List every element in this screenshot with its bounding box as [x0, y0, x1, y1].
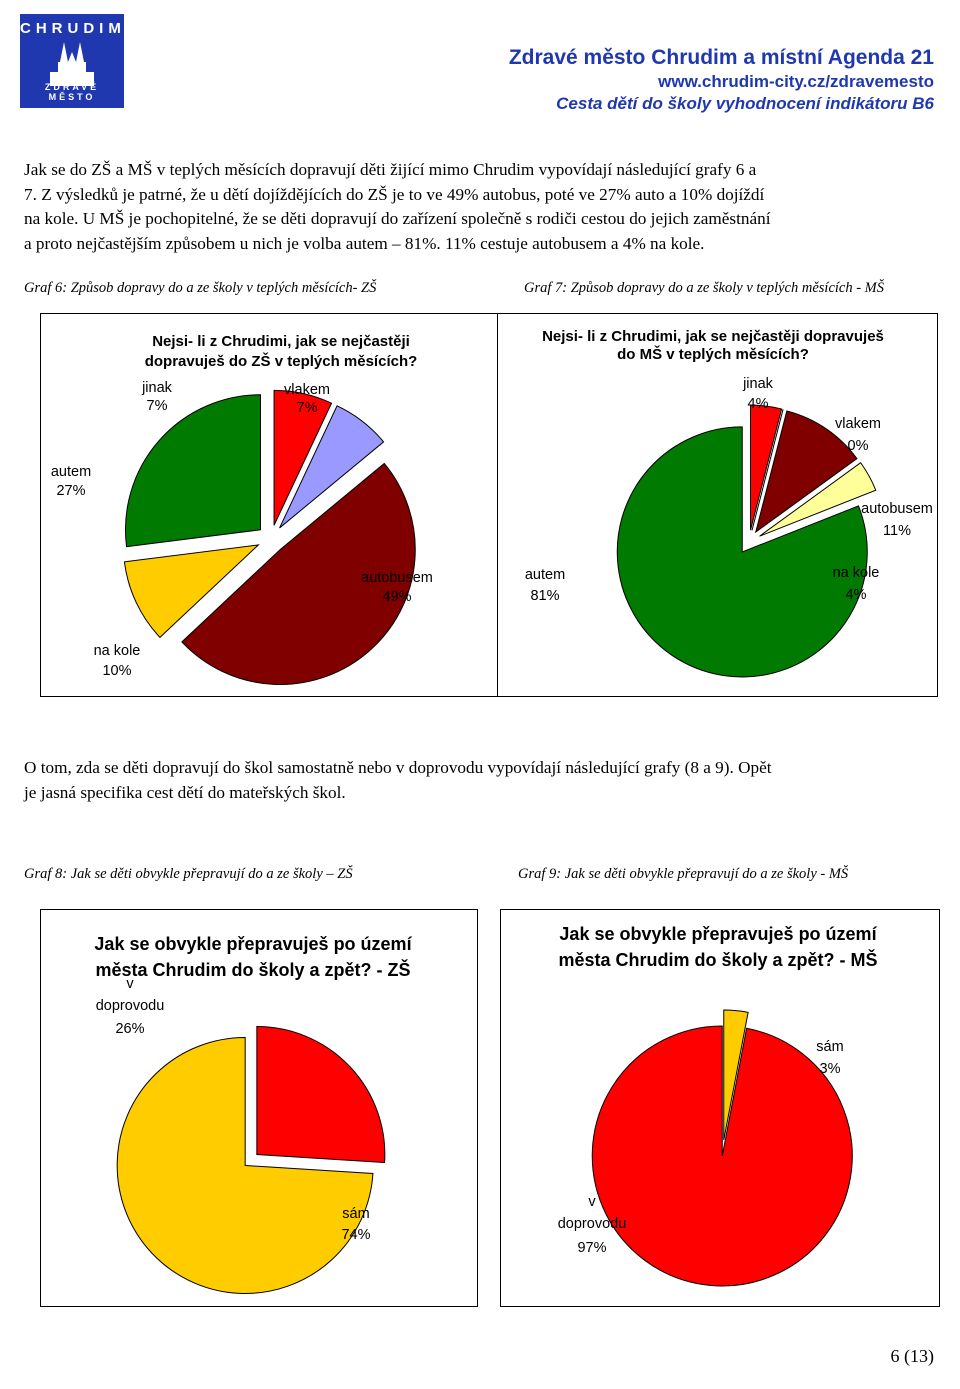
chart8-pct-doprovodu: 26%: [115, 1021, 144, 1037]
para1-line: a proto nejčastějším způsobem u nich je …: [24, 233, 705, 253]
chart-graf-9-frame: Jak se obvykle přepravuješ po území měst…: [500, 909, 940, 1307]
chart7-pct-vlakem: 0%: [848, 438, 869, 454]
pie9-slice-sam: [723, 1009, 749, 1141]
chart9-label-sam: sám: [816, 1039, 843, 1055]
chart7-label-autem: autem: [525, 567, 565, 583]
intro-paragraph: Jak se do ZŠ a MŠ v teplých měsících dop…: [24, 158, 939, 256]
chart6-title-line-2: dopravuješ do ZŠ v teplých měsících?: [145, 352, 418, 370]
para1-line: na kole. U MŠ je pochopitelné, že se dět…: [24, 209, 771, 228]
chart7-label-vlakem: vlakem: [835, 416, 881, 432]
chart6-pct-autem: 27%: [56, 483, 85, 499]
page-number: 6 (13): [890, 1346, 935, 1366]
chart6-label-autem: autem: [51, 464, 91, 480]
pie9-slice-doprovodu: [591, 1025, 853, 1287]
caption-graf-9: Graf 9: Jak se děti obvykle přepravují d…: [518, 866, 849, 882]
chart-graf-9: Jak se obvykle přepravuješ po území měst…: [558, 924, 878, 1287]
pie7-slice-jinak: [750, 404, 783, 531]
second-paragraph: O tom, zda se děti dopravují do škol sam…: [24, 756, 939, 805]
chart9-title-line-1: Jak se obvykle přepravuješ po území: [559, 924, 877, 944]
chart6-pct-jinak: 7%: [147, 398, 168, 414]
chart6-label-na-kole: na kole: [94, 643, 141, 659]
pie7-slice-autem: [616, 426, 868, 678]
chart8-label-sam: sám: [342, 1206, 369, 1222]
chart7-pct-na-kole: 4%: [846, 587, 867, 603]
chart9-label-doprovodu: v doprovodu: [558, 1194, 627, 1232]
chart6-label-jinak: jinak: [141, 380, 173, 396]
chrudim-logo: CHRUDIM ZDRAVÉ MĚSTO: [20, 14, 124, 108]
chart-divider: [497, 314, 498, 696]
cathedral-icon: [50, 42, 94, 86]
para2-line: O tom, zda se děti dopravují do škol sam…: [24, 758, 772, 777]
chart7-label-autobusem: autobusem: [861, 501, 933, 517]
logo-top-text: CHRUDIM: [20, 20, 126, 37]
chart7-pct-autobusem: 11%: [883, 523, 911, 539]
pie7-slice-vlakem: [751, 409, 784, 531]
chart8-pct-sam: 74%: [341, 1227, 370, 1243]
chart6-title-line-1: Nejsi- li z Chrudimi, jak se nejčastěji: [152, 333, 410, 350]
pie6-slice-jinak: [273, 389, 333, 526]
chart7-title-line-1: Nejsi- li z Chrudimi, jak se nejčastěji …: [542, 328, 884, 345]
chart7-label-jinak: jinak: [742, 376, 774, 392]
pie6-slice-na-kole: [123, 544, 260, 639]
pie8-slice-sam: [116, 1036, 374, 1294]
chart8-label-doprovodu-1: v doprovodu: [96, 976, 165, 1014]
charts-6-7-frame: Nejsi- li z Chrudimi, jak se nejčastěji …: [40, 313, 938, 697]
para1-line: Jak se do ZŠ a MŠ v teplých měsících dop…: [24, 160, 757, 179]
chart8-title-line-2: města Chrudim do školy a zpět? - ZŠ: [95, 959, 410, 980]
para2-line: je jasná specifika cest dětí do mateřský…: [24, 782, 346, 802]
pie7-slice-na-kole: [759, 462, 877, 537]
chart8-title-line-1: Jak se obvykle přepravuješ po území: [94, 934, 412, 954]
chart6-pct-vlakem: 7%: [297, 400, 318, 416]
header-subtitle: Cesta dětí do školy vyhodnocení indikáto…: [556, 94, 934, 113]
chart6-label-vlakem: vlakem: [284, 382, 330, 398]
chart-graf-7: Nejsi- li z Chrudimi, jak se nejčastěji …: [525, 328, 933, 678]
chart6-label-autobusem: autobusem: [361, 570, 433, 586]
chart-graf-8-frame: Jak se obvykle přepravuješ po území měst…: [40, 909, 478, 1307]
logo-bottom-text: ZDRAVÉ MĚSTO: [44, 82, 100, 102]
chart7-label-na-kole: na kole: [833, 565, 880, 581]
chart7-pct-autem: 81%: [530, 588, 559, 604]
pie8-slice-doprovodu: [256, 1026, 386, 1164]
chart6-pct-na-kole: 10%: [102, 663, 131, 679]
header-title: Zdravé město Chrudim a místní Agenda 21: [508, 46, 934, 69]
pie6-slice-autobusem: [181, 462, 416, 685]
chart9-pct-doprovodu: 97%: [577, 1240, 606, 1256]
para1-line: 7. Z výsledků je patrné, že u dětí dojíž…: [24, 184, 765, 204]
chart7-pct-jinak: 4%: [748, 396, 769, 412]
chart9-pct-sam: 3%: [820, 1061, 841, 1077]
pie6-slice-autem: [125, 394, 261, 548]
pie7-slice-autobusem: [754, 410, 858, 534]
chart7-title-line-2: do MŠ v teplých měsících?: [617, 345, 809, 363]
caption-graf-6: Graf 6: Způsob dopravy do a ze školy v t…: [24, 280, 377, 296]
chart6-pct-autobusem: 49%: [382, 589, 411, 605]
pie6-slice-vlakem: [279, 405, 385, 529]
header-url[interactable]: www.chrudim-city.cz/zdravemesto: [658, 72, 934, 91]
chart-graf-6: Nejsi- li z Chrudimi, jak se nejčastěji …: [51, 333, 433, 685]
chart-graf-8: Jak se obvykle přepravuješ po území měst…: [94, 934, 413, 1294]
caption-graf-8: Graf 8: Jak se děti obvykle přepravují d…: [24, 866, 353, 882]
chart9-title-line-2: města Chrudim do školy a zpět? - MŠ: [558, 949, 877, 970]
caption-graf-7: Graf 7: Způsob dopravy do a ze školy v t…: [524, 280, 885, 296]
